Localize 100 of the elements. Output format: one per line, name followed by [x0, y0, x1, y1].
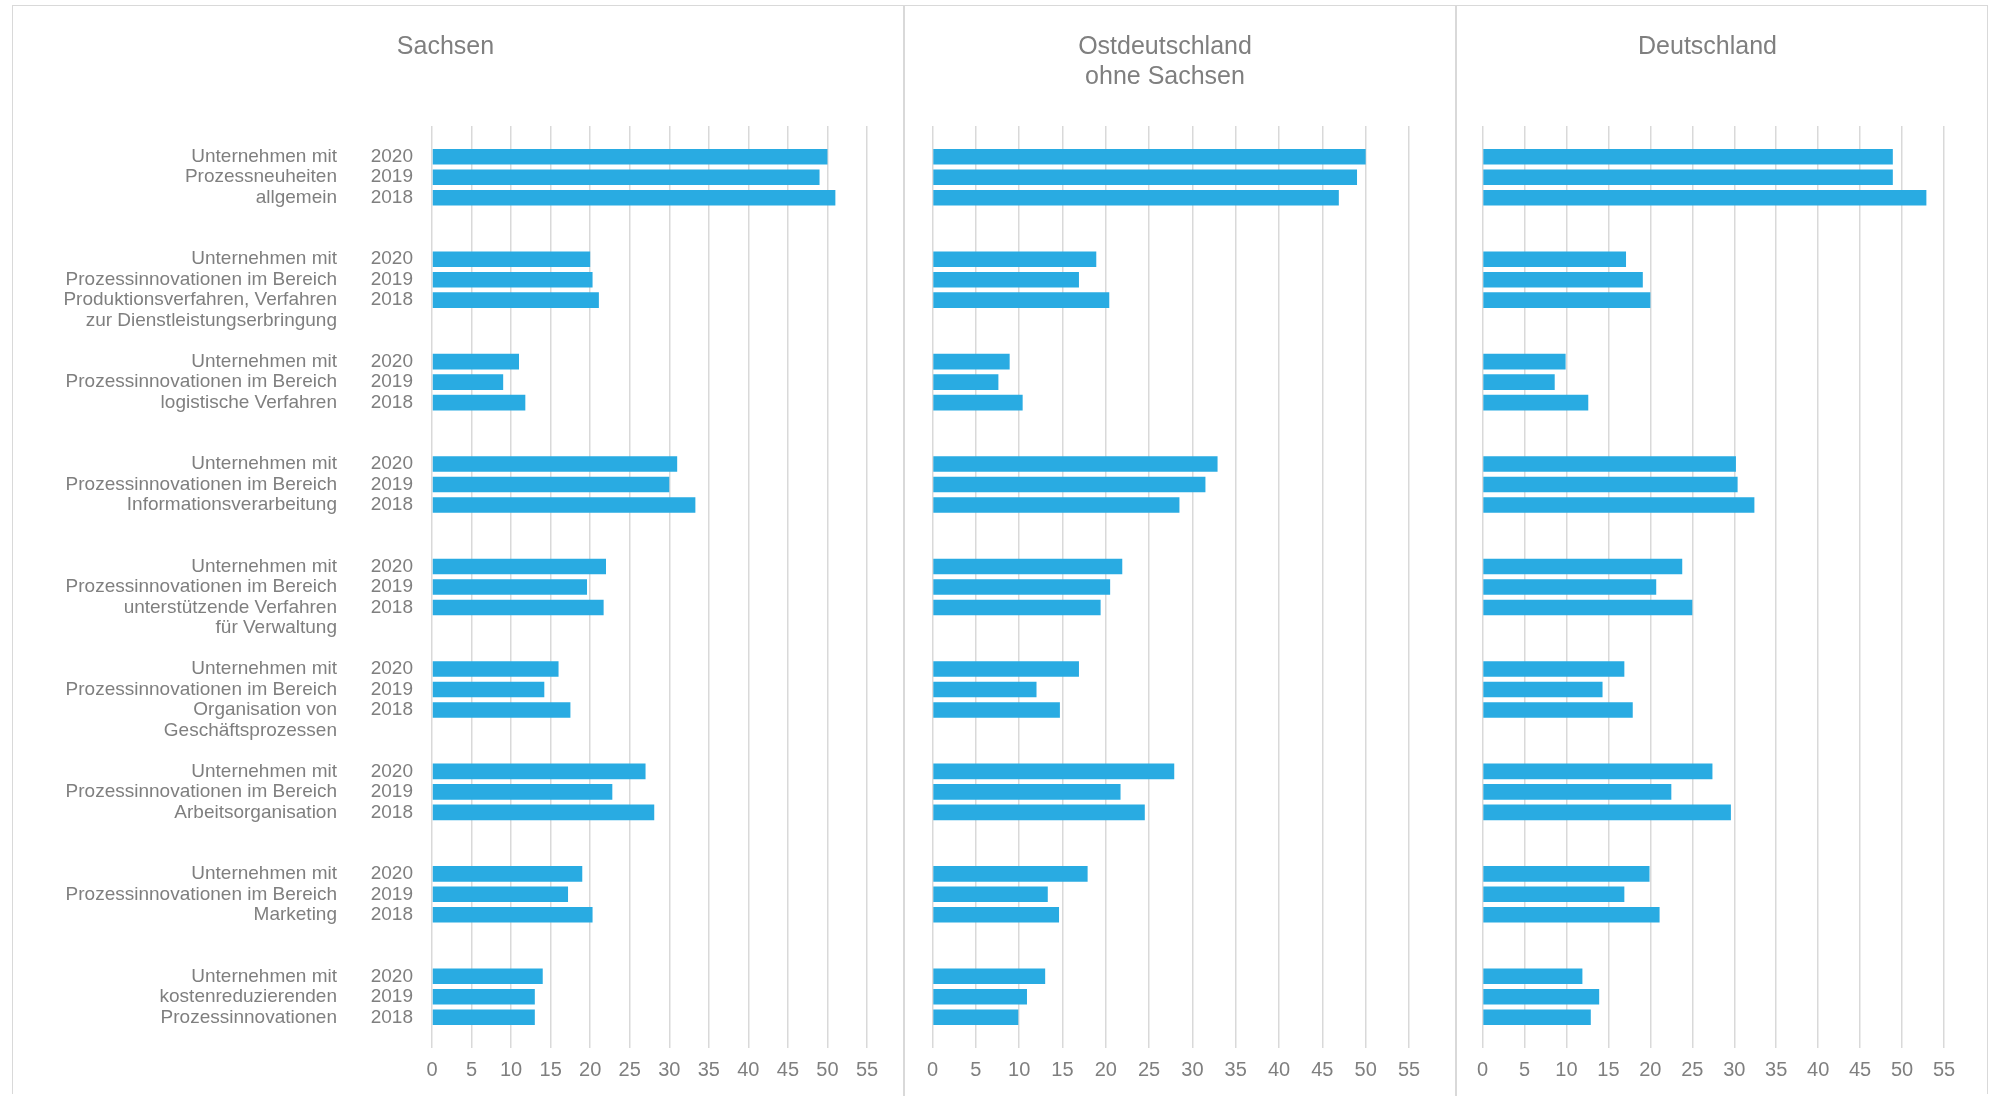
y-tick-label: Unternehmen mit kostenreduzierenden Prozessinnovationen [159, 964, 338, 1027]
bar [933, 271, 1079, 288]
text: 2019 [370, 370, 413, 392]
bar [432, 374, 504, 390]
chart-title: Deutschland [1638, 30, 1777, 59]
bar [432, 579, 588, 595]
text: 2020 [370, 554, 413, 576]
text: 2019 [370, 575, 413, 597]
text: 2018 [370, 390, 413, 412]
x-tick-label: 35 [1224, 1057, 1247, 1080]
bar [933, 189, 1339, 206]
x-tick-label: 40 [1267, 1057, 1291, 1080]
x-tick-label: 15 [1051, 1057, 1074, 1080]
x-tick-label: 50 [1890, 1057, 1914, 1080]
y-tick-label: Unternehmen mit Prozessinnovationen im Bereich Arbeitsorganisation [65, 759, 338, 822]
x-tick-label: 20 [579, 1057, 602, 1080]
bar [933, 866, 1088, 882]
x-tick-label: 30 [1181, 1057, 1204, 1080]
bar [933, 886, 1048, 903]
text: 2018 [370, 595, 413, 617]
bar [1483, 1009, 1591, 1026]
bar [432, 456, 678, 472]
bar [432, 251, 591, 267]
text: 2018 [370, 698, 413, 720]
bar [432, 661, 559, 677]
bar [1483, 886, 1625, 903]
text: 2019 [370, 985, 413, 1007]
x-tick-label: 0 [1477, 1057, 1489, 1080]
bar [432, 394, 526, 411]
bar [432, 292, 599, 308]
series-label: 2020 [370, 144, 413, 166]
y-tick-label: Unternehmen mit Prozessneuheiten allgemein [184, 144, 338, 207]
x-tick-label: 5 [970, 1057, 982, 1080]
bar [933, 353, 1010, 370]
y-tick-label: Unternehmen mit Prozessinnovationen im Bereich Informationsverarbeitung [65, 452, 338, 515]
bar [432, 353, 519, 370]
bar [432, 271, 593, 288]
bar [432, 804, 655, 821]
bar [1483, 804, 1731, 821]
text: 2020 [370, 452, 413, 474]
x-tick-label: 10 [1555, 1057, 1578, 1080]
text: 2018 [370, 288, 413, 310]
bar [1483, 866, 1650, 882]
bar [1483, 271, 1643, 288]
x-tick-label: 35 [697, 1057, 720, 1080]
bar [1483, 763, 1713, 780]
series-label: 2018 [370, 185, 413, 207]
bar [432, 189, 836, 206]
x-tick-label: 25 [1138, 1057, 1161, 1080]
x-tick-label: 20 [1639, 1057, 1662, 1080]
x-tick-label: 45 [776, 1057, 800, 1080]
bar [933, 681, 1037, 698]
y-tick-label: Unternehmen mit Prozessinnovationen im Bereich unterstützende Verfahren für Verwaltung [65, 554, 338, 638]
bar [1483, 292, 1651, 308]
text: 2018 [370, 903, 413, 925]
x-tick-label: 50 [1354, 1057, 1377, 1080]
text: 2020 [370, 349, 413, 371]
bar [1483, 251, 1627, 267]
text: 2020 [370, 862, 413, 884]
x-tick-label: 55 [1932, 1057, 1956, 1080]
bar [432, 968, 543, 985]
text: 2019 [370, 882, 413, 904]
bar [933, 1009, 1019, 1026]
bar [933, 251, 1097, 267]
bar [933, 169, 1358, 186]
bar [432, 497, 696, 513]
x-tick-label: 55 [855, 1057, 879, 1080]
bar [1483, 702, 1633, 718]
x-tick-label: 45 [1848, 1057, 1872, 1080]
bar [432, 681, 545, 698]
bar [1483, 456, 1736, 472]
text: 2018 [370, 1005, 413, 1027]
bar [432, 169, 820, 186]
bar [1483, 374, 1555, 390]
x-tick-label: 20 [1094, 1057, 1117, 1080]
chart-title: Ostdeutschland ohne Sachsen [1078, 30, 1252, 89]
x-tick-label: 5 [1518, 1057, 1531, 1080]
x-tick-label: 15 [539, 1057, 562, 1080]
bar [933, 784, 1121, 800]
text: 2019 [370, 677, 413, 699]
bar [933, 292, 1110, 308]
bar [933, 907, 1060, 923]
bar [933, 579, 1111, 595]
bar [432, 702, 571, 718]
bar [1483, 169, 1893, 186]
x-tick-label: 25 [1681, 1057, 1704, 1080]
bar [933, 702, 1060, 718]
bar [933, 394, 1023, 411]
bar [432, 599, 604, 616]
bar [432, 148, 828, 165]
bar [933, 763, 1175, 780]
bar [1483, 353, 1566, 370]
bar [933, 456, 1218, 472]
bar [933, 497, 1180, 513]
x-tick-label: 0 [927, 1057, 939, 1080]
bar [933, 558, 1123, 575]
text: 2020 [370, 247, 413, 269]
bar [432, 988, 535, 1005]
bar [1483, 907, 1660, 923]
bar [933, 804, 1145, 821]
